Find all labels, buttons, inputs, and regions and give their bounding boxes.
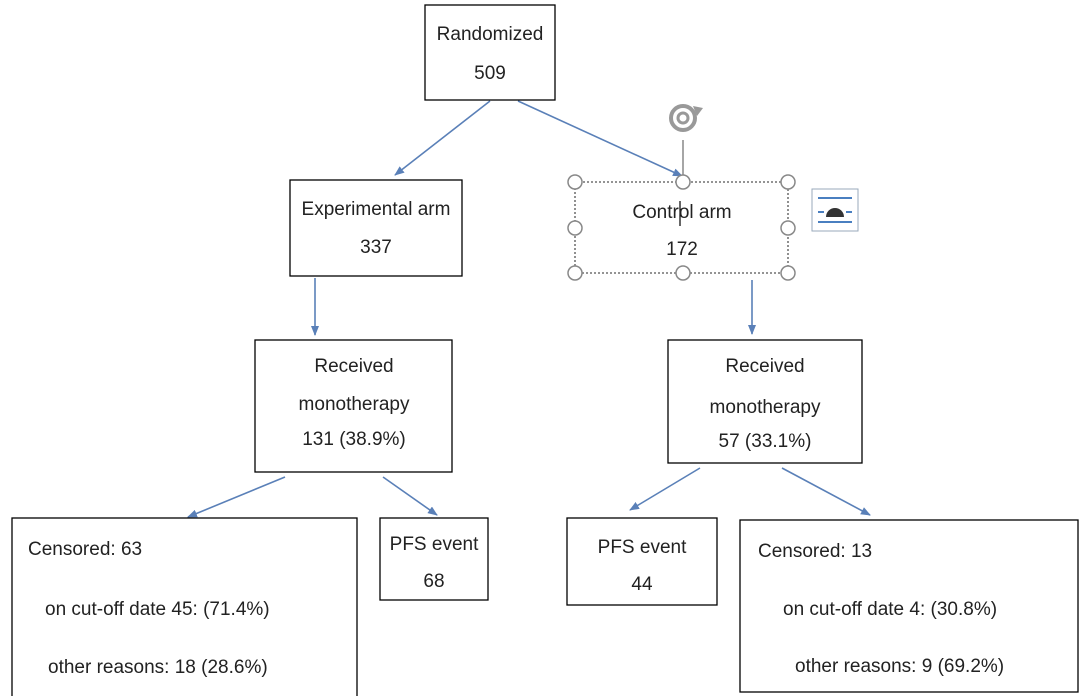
handle[interactable] (567, 174, 583, 190)
handle[interactable] (675, 265, 691, 281)
handle[interactable] (567, 220, 583, 236)
node-text: Received (314, 356, 393, 377)
selection-handles[interactable] (567, 104, 796, 281)
layout-options-icon[interactable] (811, 188, 859, 232)
box (11, 517, 358, 696)
node-text: 172 (666, 239, 698, 260)
handle[interactable] (780, 174, 796, 190)
node-text: monotherapy (299, 394, 410, 415)
node-text: 44 (631, 574, 653, 595)
node-text: 57 (33.1%) (719, 431, 812, 452)
box (566, 517, 718, 606)
node-text: Received (725, 356, 804, 377)
node-text: Censored: 13 (758, 541, 872, 562)
arrow (187, 476, 286, 518)
handle[interactable] (567, 265, 583, 281)
arrow (517, 100, 683, 177)
arrow (382, 476, 438, 516)
arrow (781, 467, 871, 516)
box (379, 517, 489, 601)
node-text: other reasons: 9 (69.2%) (795, 656, 1004, 677)
rotate-handle[interactable] (669, 104, 703, 132)
box (424, 4, 556, 101)
selected-box[interactable] (574, 181, 789, 274)
node-text: on cut-off date 45: (71.4%) (45, 599, 270, 620)
handle[interactable] (780, 220, 796, 236)
node-text: Randomized (437, 24, 544, 45)
node-text: 68 (423, 571, 444, 592)
node-text: Experimental arm (302, 199, 451, 220)
arrow (629, 467, 701, 511)
node-text: Censored: 63 (28, 539, 142, 560)
handle[interactable] (780, 265, 796, 281)
box (254, 339, 453, 473)
box (289, 179, 463, 277)
node-text: PFS event (390, 534, 479, 555)
arrow (394, 100, 491, 176)
node-text: on cut-off date 4: (30.8%) (783, 599, 997, 620)
box (739, 519, 1079, 693)
node-text: 337 (360, 237, 392, 258)
node-text: 509 (474, 63, 506, 84)
node-text: other reasons: 18 (28.6%) (48, 657, 268, 678)
box (667, 339, 863, 464)
arrows (187, 100, 871, 518)
node-text: monotherapy (710, 397, 821, 418)
handle[interactable] (675, 174, 691, 190)
node-text: Control arm (632, 202, 731, 223)
node-text: PFS event (598, 537, 687, 558)
node-text: 131 (38.9%) (302, 429, 406, 450)
